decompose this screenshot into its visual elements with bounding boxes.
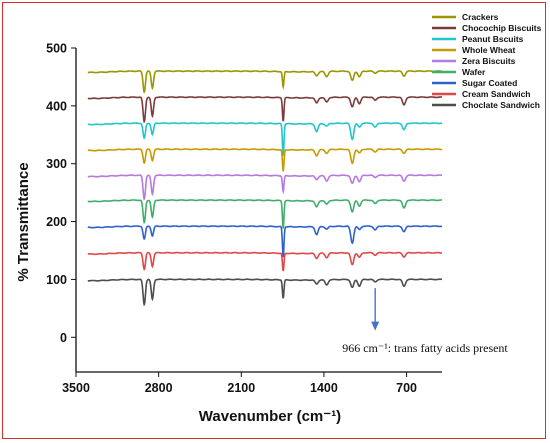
series-line-sugar-coated	[87, 225, 443, 258]
series-line-choclate-sandwich	[87, 278, 442, 307]
y-axis-title: % Transmittance	[15, 162, 32, 281]
chart-frame	[2, 2, 546, 439]
x-tick-label: 3500	[62, 381, 90, 395]
axes	[75, 48, 442, 373]
annotation-arrow-head	[371, 321, 380, 331]
legend-label: Crackers	[462, 12, 499, 22]
annotation-text: 966 cm⁻¹: trans fatty acids present	[342, 341, 508, 355]
series-line-wafer	[87, 199, 442, 229]
series-line-cream-sandwich	[87, 251, 442, 272]
series-line-zera-biscuits	[87, 174, 442, 201]
x-tick-label: 2800	[145, 381, 173, 395]
legend-label: Cream Sandwich	[462, 89, 531, 99]
x-tick-label: 700	[396, 381, 417, 395]
legend-label: Sugar Coated	[462, 78, 517, 88]
series-line-crackers	[87, 70, 443, 94]
y-tick-label: 0	[60, 331, 67, 345]
y-tick-label: 400	[46, 99, 67, 113]
y-tick-label: 200	[46, 215, 67, 229]
series-line-chocochip-biscuits	[87, 96, 442, 124]
y-tick-label: 300	[46, 157, 67, 171]
series-line-peanut-bscuits	[87, 122, 443, 156]
series-line-whole-wheat	[87, 148, 442, 172]
legend-label: Whole Wheat	[462, 45, 516, 55]
y-tick-label: 500	[46, 42, 67, 56]
y-axis-ticks: 0 100 200 300 400 500	[46, 42, 76, 345]
legend-label: Wafer	[462, 67, 486, 77]
legend-label: Peanut Bscuits	[462, 34, 524, 44]
legend-label: Chocochip Biscuits	[462, 23, 542, 33]
annotation: 966 cm⁻¹: trans fatty acids present	[342, 288, 508, 355]
legend-label: Choclate Sandwich	[462, 100, 540, 110]
series-lines	[87, 70, 443, 307]
x-tick-label: 1400	[310, 381, 338, 395]
legend-label: Zera Biscuits	[462, 56, 516, 66]
x-tick-label: 2100	[227, 381, 255, 395]
x-axis-title: Wavenumber (cm⁻¹)	[199, 408, 341, 425]
y-tick-label: 100	[46, 273, 67, 287]
x-axis-ticks: 3500 2800 2100 1400 700	[62, 372, 417, 395]
